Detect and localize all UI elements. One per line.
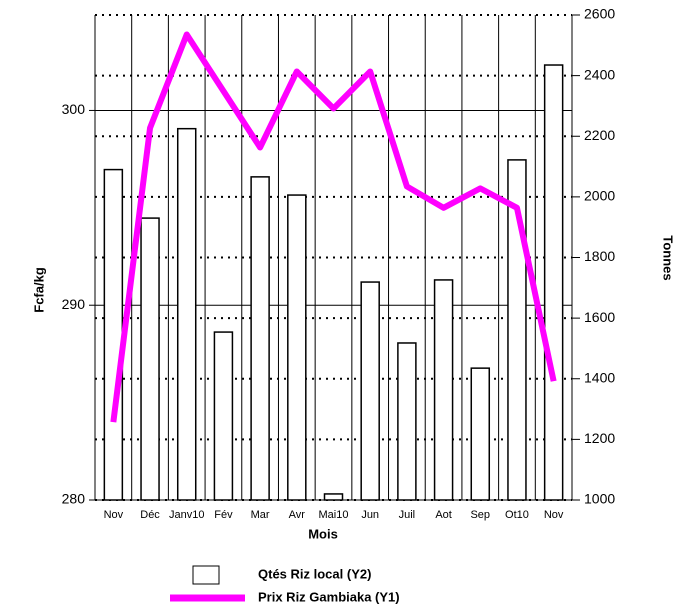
bar: [397, 342, 417, 501]
x-tick-label: Sep: [470, 509, 490, 521]
y-tick-label: 280: [62, 491, 86, 507]
x-tick-label: Mai10: [319, 509, 349, 521]
legend-label: Qtés Riz local (Y2): [258, 566, 371, 581]
y2-tick-label: 2600: [584, 6, 615, 22]
y-tick-label: 300: [62, 101, 86, 117]
y2-tick-label: 1200: [584, 430, 615, 446]
bar: [360, 281, 380, 501]
y2-axis-label: Tonnes: [661, 235, 676, 280]
x-tick-label: Aot: [435, 509, 452, 521]
x-axis-label: Mois: [308, 526, 338, 541]
y2-tick-label: 1600: [584, 309, 615, 325]
x-tick-label: Nov: [104, 509, 124, 521]
y2-tick-label: 1000: [584, 491, 615, 507]
bar: [213, 331, 234, 501]
bar: [140, 217, 160, 501]
bar: [103, 168, 124, 501]
x-tick-label: Nov: [544, 509, 564, 521]
x-tick-label: Fév: [214, 509, 233, 521]
y2-tick-label: 1400: [584, 369, 615, 385]
x-tick-label: Déc: [140, 509, 160, 521]
x-tick-label: Jun: [361, 509, 379, 521]
bar: [287, 194, 307, 501]
y2-tick-label: 1800: [584, 248, 615, 264]
x-tick-label: Janv10: [169, 509, 204, 521]
y2-tick-label: 2400: [584, 66, 615, 82]
x-tick-label: Mar: [251, 509, 270, 521]
y2-tick-label: 2000: [584, 188, 615, 204]
x-tick-label: Ot10: [505, 509, 529, 521]
bar: [433, 279, 454, 501]
x-tick-label: Avr: [289, 509, 306, 521]
bar: [507, 159, 527, 501]
legend-label: Prix Riz Gambiaka (Y1): [258, 589, 400, 604]
bar: [470, 367, 491, 501]
bar: [250, 176, 270, 501]
y-axis-label: Fcfa/kg: [31, 267, 46, 313]
bar: [176, 127, 197, 501]
bar: [543, 64, 564, 501]
legend-swatch: [192, 565, 220, 585]
bar: [323, 493, 344, 501]
y2-tick-label: 2200: [584, 127, 615, 143]
line: [110, 31, 557, 423]
x-tick-label: Juil: [399, 509, 416, 521]
y-tick-label: 290: [62, 296, 86, 312]
